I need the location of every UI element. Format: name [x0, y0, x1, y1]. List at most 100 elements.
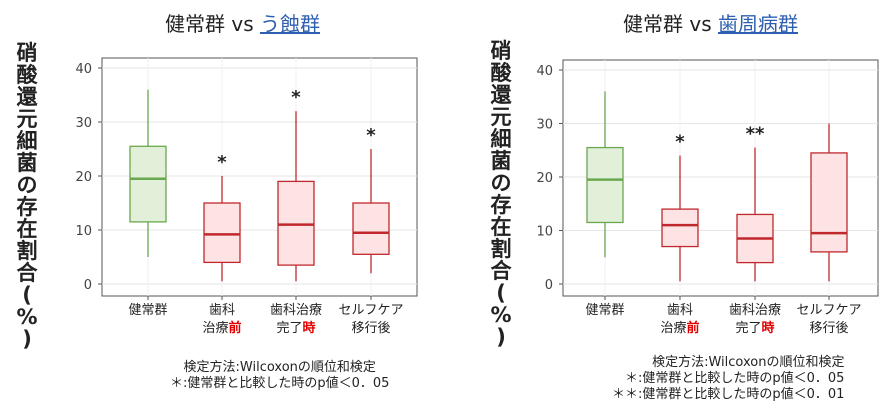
- y-axis-label-char: 存: [490, 193, 512, 217]
- y-tick-label: 10: [536, 225, 553, 240]
- x-label-emphasis: 前: [229, 320, 242, 336]
- y-axis-label-char: 元: [16, 107, 38, 131]
- x-category-label: 移行後: [809, 321, 848, 336]
- x-category-label: 治療前: [660, 320, 699, 336]
- test-method-notes: 検定方法:Wilcoxonの順位和検定 ＊:健常群と比較した時のp値＜0．05 …: [612, 355, 844, 403]
- x-category-label: 移行後: [351, 321, 390, 336]
- x-label-emphasis: 時: [303, 320, 316, 336]
- title-prefix: 健常群 vs: [623, 12, 718, 36]
- y-tick-label: 40: [536, 64, 553, 79]
- note-line: ＊:健常群と比較した時のp値＜0．05: [170, 376, 390, 391]
- x-label-text: 歯科: [667, 303, 693, 318]
- x-category-label: セルフケア: [796, 303, 861, 318]
- y-axis-label-char: ): [22, 327, 32, 351]
- box-iqr: [810, 152, 848, 253]
- x-label-text: 歯科治療: [270, 303, 322, 318]
- test-method-notes: 検定方法:Wilcoxonの順位和検定 ＊:健常群と比較した時のp値＜0．05: [170, 360, 389, 392]
- x-label-text: 移行後: [809, 321, 848, 336]
- y-axis-label-char: の: [16, 173, 38, 197]
- chart-title-periodontal: 健常群 vs 歯周病群: [623, 8, 798, 37]
- box-iqr: [661, 208, 699, 248]
- y-axis-label: 硝酸還元細菌の存在割合(%): [14, 42, 40, 350]
- y-axis-label-char: の: [490, 171, 512, 195]
- significance-marker: *: [675, 132, 685, 153]
- x-category-label: 治療前: [202, 320, 241, 336]
- box-iqr: [586, 146, 624, 224]
- significance-marker: **: [746, 124, 765, 145]
- y-axis-label: 硝酸還元細菌の存在割合(%): [488, 40, 514, 348]
- y-tick-label: 0: [545, 278, 553, 293]
- y-axis-label-char: %: [16, 305, 38, 329]
- title-highlight-link[interactable]: 歯周病群: [717, 12, 798, 36]
- x-category-label: 歯科: [209, 303, 235, 318]
- x-label-text: 健常群: [585, 303, 624, 318]
- note-line: ＊:健常群と比較した時のp値＜0．05: [625, 371, 845, 386]
- y-axis-label-char: 存: [16, 195, 38, 219]
- y-tick-label: 20: [75, 170, 92, 185]
- y-axis-label-char: 合: [490, 259, 512, 283]
- x-label-text: セルフケア: [796, 303, 861, 318]
- x-label-text: 完了: [735, 321, 761, 336]
- y-axis-label-char: ): [496, 325, 506, 349]
- y-axis-label-char: 菌: [490, 149, 512, 173]
- y-axis-label-char: 元: [490, 105, 512, 129]
- y-axis-label-char: 割: [490, 237, 512, 261]
- y-axis-label-char: %: [490, 303, 512, 327]
- x-label-text: 歯科: [209, 303, 235, 318]
- y-tick-label: 20: [536, 171, 553, 186]
- y-axis-label-char: (: [22, 283, 32, 307]
- box-iqr: [203, 202, 241, 264]
- y-axis-label-char: 硝: [16, 41, 38, 65]
- note-line: 検定方法:Wilcoxonの順位和検定: [183, 360, 376, 375]
- x-category-label: 歯科治療: [729, 303, 781, 318]
- y-tick-label: 0: [84, 278, 92, 293]
- y-axis-label-char: 細: [490, 127, 512, 151]
- box-iqr: [277, 180, 315, 266]
- y-tick-label: 30: [536, 118, 553, 133]
- x-category-label: 歯科治療: [270, 303, 322, 318]
- x-label-text: 健常群: [128, 303, 167, 318]
- y-tick-label: 30: [75, 116, 92, 131]
- y-tick-label: 40: [75, 62, 92, 77]
- y-axis-label-char: (: [496, 281, 506, 305]
- y-axis-label-char: 硝: [490, 39, 512, 63]
- x-category-label: 健常群: [128, 303, 167, 318]
- x-label-text: 治療: [202, 321, 228, 336]
- y-axis-label-char: 還: [16, 85, 38, 109]
- x-label-emphasis: 時: [762, 320, 775, 336]
- significance-marker: *: [291, 87, 301, 108]
- x-label-text: 完了: [276, 321, 302, 336]
- box-iqr: [352, 202, 390, 255]
- significance-marker: *: [217, 152, 227, 173]
- x-category-label: 完了時: [276, 320, 315, 336]
- x-label-text: 移行後: [351, 321, 390, 336]
- x-category-label: 完了時: [735, 320, 774, 336]
- x-category-label: 健常群: [585, 303, 624, 318]
- y-axis-label-char: 割: [16, 239, 38, 263]
- title-prefix: 健常群 vs: [165, 12, 260, 36]
- significance-marker: *: [366, 125, 376, 146]
- y-axis-label-char: 菌: [16, 151, 38, 175]
- x-category-label: セルフケア: [338, 303, 403, 318]
- y-axis-label-char: 合: [16, 261, 38, 285]
- x-label-emphasis: 前: [687, 320, 700, 336]
- y-axis-label-char: 酸: [490, 61, 512, 85]
- y-axis-label-char: 酸: [16, 63, 38, 87]
- chart-title-caries: 健常群 vs う蝕群: [165, 8, 320, 37]
- y-axis-label-char: 在: [16, 217, 38, 241]
- x-label-text: セルフケア: [338, 303, 403, 318]
- title-highlight-link[interactable]: う蝕群: [259, 12, 320, 36]
- x-category-label: 歯科: [667, 303, 693, 318]
- y-axis-label-char: 細: [16, 129, 38, 153]
- note-line: ＊＊:健常群と比較した時のp値＜0．01: [612, 387, 845, 402]
- y-tick-label: 10: [75, 224, 92, 239]
- y-axis-label-char: 在: [490, 215, 512, 239]
- x-label-text: 歯科治療: [729, 303, 781, 318]
- x-label-text: 治療: [660, 321, 686, 336]
- box-iqr: [129, 145, 167, 223]
- note-line: 検定方法:Wilcoxonの順位和検定: [652, 355, 845, 370]
- y-axis-label-char: 還: [490, 83, 512, 107]
